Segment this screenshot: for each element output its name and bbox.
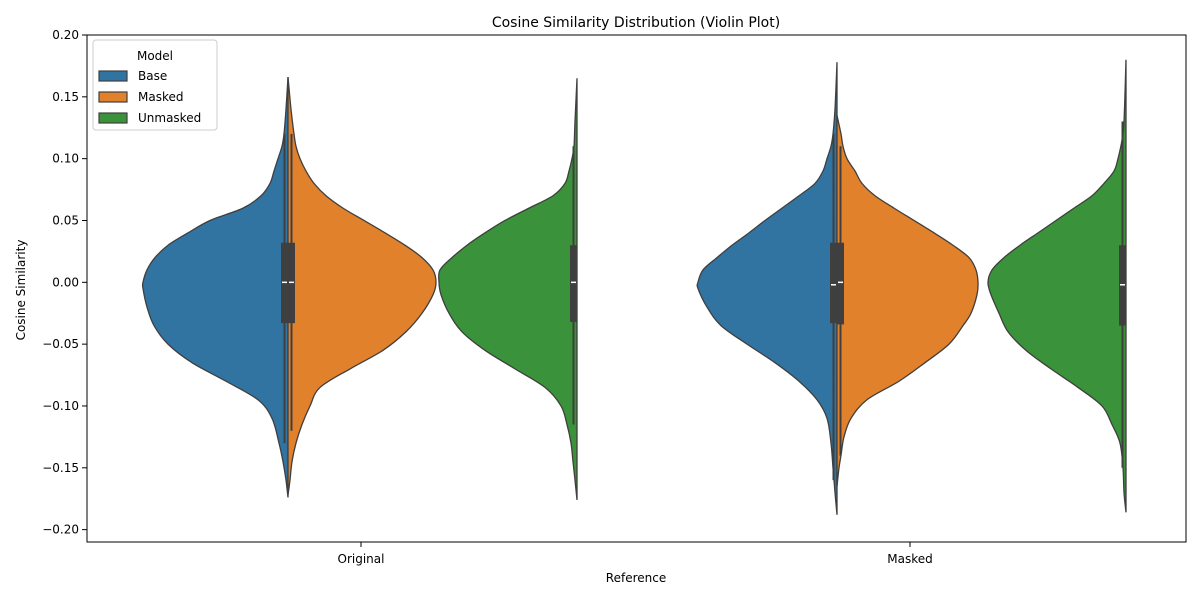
box-iqr bbox=[570, 245, 577, 322]
legend-swatch-base bbox=[98, 70, 128, 82]
chart-title: Cosine Similarity Distribution (Violin P… bbox=[492, 15, 780, 31]
y-tick-label: 0.15 bbox=[52, 90, 79, 104]
x-tick-label: Original bbox=[338, 552, 385, 566]
plot-frame bbox=[86, 34, 1187, 543]
violin-masked-original bbox=[287, 76, 437, 496]
y-tick-label: 0.00 bbox=[52, 275, 79, 289]
y-axis-label: Cosine Similarity bbox=[14, 240, 28, 341]
y-tick-label: −0.20 bbox=[42, 523, 79, 537]
y-tick-label: 0.05 bbox=[52, 213, 79, 227]
x-axis: Original Masked bbox=[338, 542, 933, 566]
box-iqr bbox=[837, 242, 844, 325]
violin-masked-masked bbox=[836, 115, 979, 487]
y-tick-label: 0.10 bbox=[52, 152, 79, 166]
box-iqr bbox=[830, 242, 837, 324]
y-tick-label: 0.20 bbox=[52, 28, 79, 42]
legend-label-masked: Masked bbox=[138, 90, 183, 104]
y-tick-label: −0.05 bbox=[42, 337, 79, 351]
legend-swatch-unmasked bbox=[98, 112, 128, 124]
violin-unmasked-original bbox=[437, 78, 578, 501]
violin-unmasked-masked bbox=[987, 59, 1127, 513]
legend-label-base: Base bbox=[138, 69, 167, 83]
violin-base-masked bbox=[696, 62, 838, 515]
y-tick-label: −0.10 bbox=[42, 399, 79, 413]
legend-label-unmasked: Unmasked bbox=[138, 111, 201, 125]
y-axis: −0.20 −0.15 −0.10 −0.05 0.00 0.05 0.10 0.15 0.20 bbox=[42, 28, 87, 537]
plot-area bbox=[141, 59, 1127, 515]
legend-swatch-masked bbox=[98, 91, 128, 103]
legend: Model Base Masked Unmasked bbox=[92, 39, 218, 131]
legend-title: Model bbox=[137, 49, 173, 63]
legend-box bbox=[92, 39, 218, 131]
y-tick-label: −0.15 bbox=[42, 461, 79, 475]
violin-base-original bbox=[141, 77, 289, 498]
x-tick-label: Masked bbox=[887, 552, 932, 566]
x-axis-label: Reference bbox=[606, 571, 666, 585]
